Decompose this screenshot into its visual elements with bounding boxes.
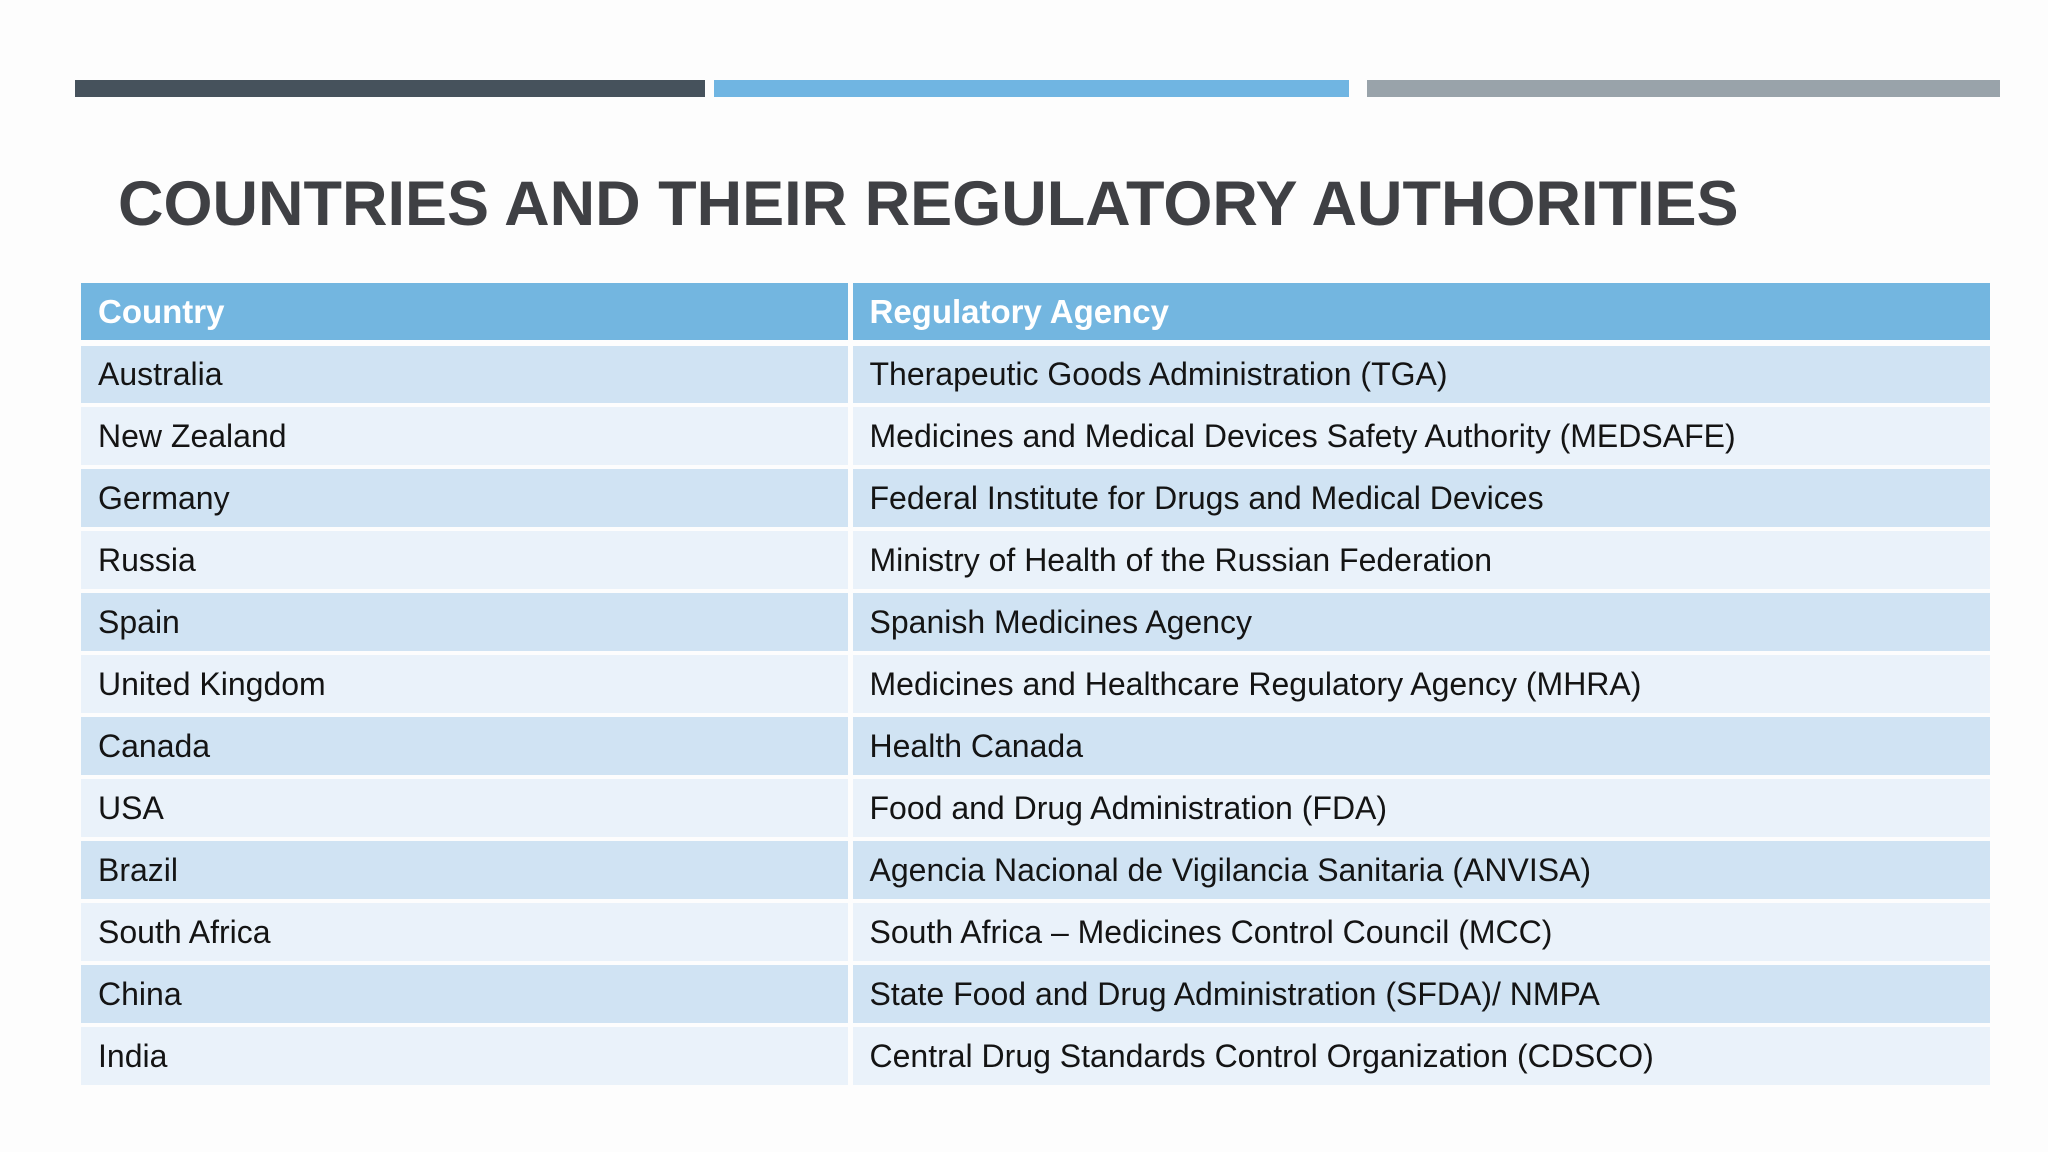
country-cell: Australia bbox=[81, 343, 853, 407]
top-accent-bar-gray bbox=[1367, 80, 2000, 97]
country-cell: Brazil bbox=[81, 839, 853, 903]
agency-cell: Therapeutic Goods Administration (TGA) bbox=[850, 343, 1990, 407]
agency-cell: Agencia Nacional de Vigilancia Sanitaria… bbox=[850, 839, 1990, 903]
table-row: USA Food and Drug Administration (FDA) bbox=[81, 777, 1990, 841]
table-row: South Africa South Africa – Medicines Co… bbox=[81, 901, 1990, 965]
table-row: Brazil Agencia Nacional de Vigilancia Sa… bbox=[81, 839, 1990, 903]
agency-cell: Health Canada bbox=[850, 715, 1990, 779]
page-title: COUNTRIES AND THEIR REGULATORY AUTHORITI… bbox=[118, 169, 1739, 239]
regulatory-authorities-table: Country Regulatory Agency Australia Ther… bbox=[81, 283, 1990, 1089]
country-cell: USA bbox=[81, 777, 853, 841]
column-header-country: Country bbox=[81, 283, 853, 346]
country-cell: New Zealand bbox=[81, 405, 853, 469]
table-row: India Central Drug Standards Control Org… bbox=[81, 1025, 1990, 1089]
country-cell: Spain bbox=[81, 591, 853, 655]
table-row: Russia Ministry of Health of the Russian… bbox=[81, 529, 1990, 593]
country-cell: Germany bbox=[81, 467, 853, 531]
table-row: Canada Health Canada bbox=[81, 715, 1990, 779]
country-cell: Russia bbox=[81, 529, 853, 593]
table-row: United Kingdom Medicines and Healthcare … bbox=[81, 653, 1990, 717]
country-cell: Canada bbox=[81, 715, 853, 779]
table-row: New Zealand Medicines and Medical Device… bbox=[81, 405, 1990, 469]
agency-cell: Central Drug Standards Control Organizat… bbox=[850, 1025, 1990, 1089]
country-cell: India bbox=[81, 1025, 853, 1089]
table-row: Germany Federal Institute for Drugs and … bbox=[81, 467, 1990, 531]
country-cell: China bbox=[81, 963, 853, 1027]
agency-cell: Spanish Medicines Agency bbox=[850, 591, 1990, 655]
table-header-row: Country Regulatory Agency bbox=[81, 283, 1990, 346]
agency-cell: Medicines and Healthcare Regulatory Agen… bbox=[850, 653, 1990, 717]
top-accent-bar-blue bbox=[714, 80, 1349, 97]
agency-cell: Medicines and Medical Devices Safety Aut… bbox=[850, 405, 1990, 469]
agency-cell: Food and Drug Administration (FDA) bbox=[850, 777, 1990, 841]
agency-cell: Ministry of Health of the Russian Federa… bbox=[850, 529, 1990, 593]
agency-cell: State Food and Drug Administration (SFDA… bbox=[850, 963, 1990, 1027]
agency-cell: Federal Institute for Drugs and Medical … bbox=[850, 467, 1990, 531]
country-cell: South Africa bbox=[81, 901, 853, 965]
column-header-agency: Regulatory Agency bbox=[850, 283, 1990, 346]
table-row: Australia Therapeutic Goods Administrati… bbox=[81, 343, 1990, 407]
table-row: China State Food and Drug Administration… bbox=[81, 963, 1990, 1027]
table-row: Spain Spanish Medicines Agency bbox=[81, 591, 1990, 655]
agency-cell: South Africa – Medicines Control Council… bbox=[850, 901, 1990, 965]
country-cell: United Kingdom bbox=[81, 653, 853, 717]
top-accent-bar-dark bbox=[75, 80, 705, 97]
